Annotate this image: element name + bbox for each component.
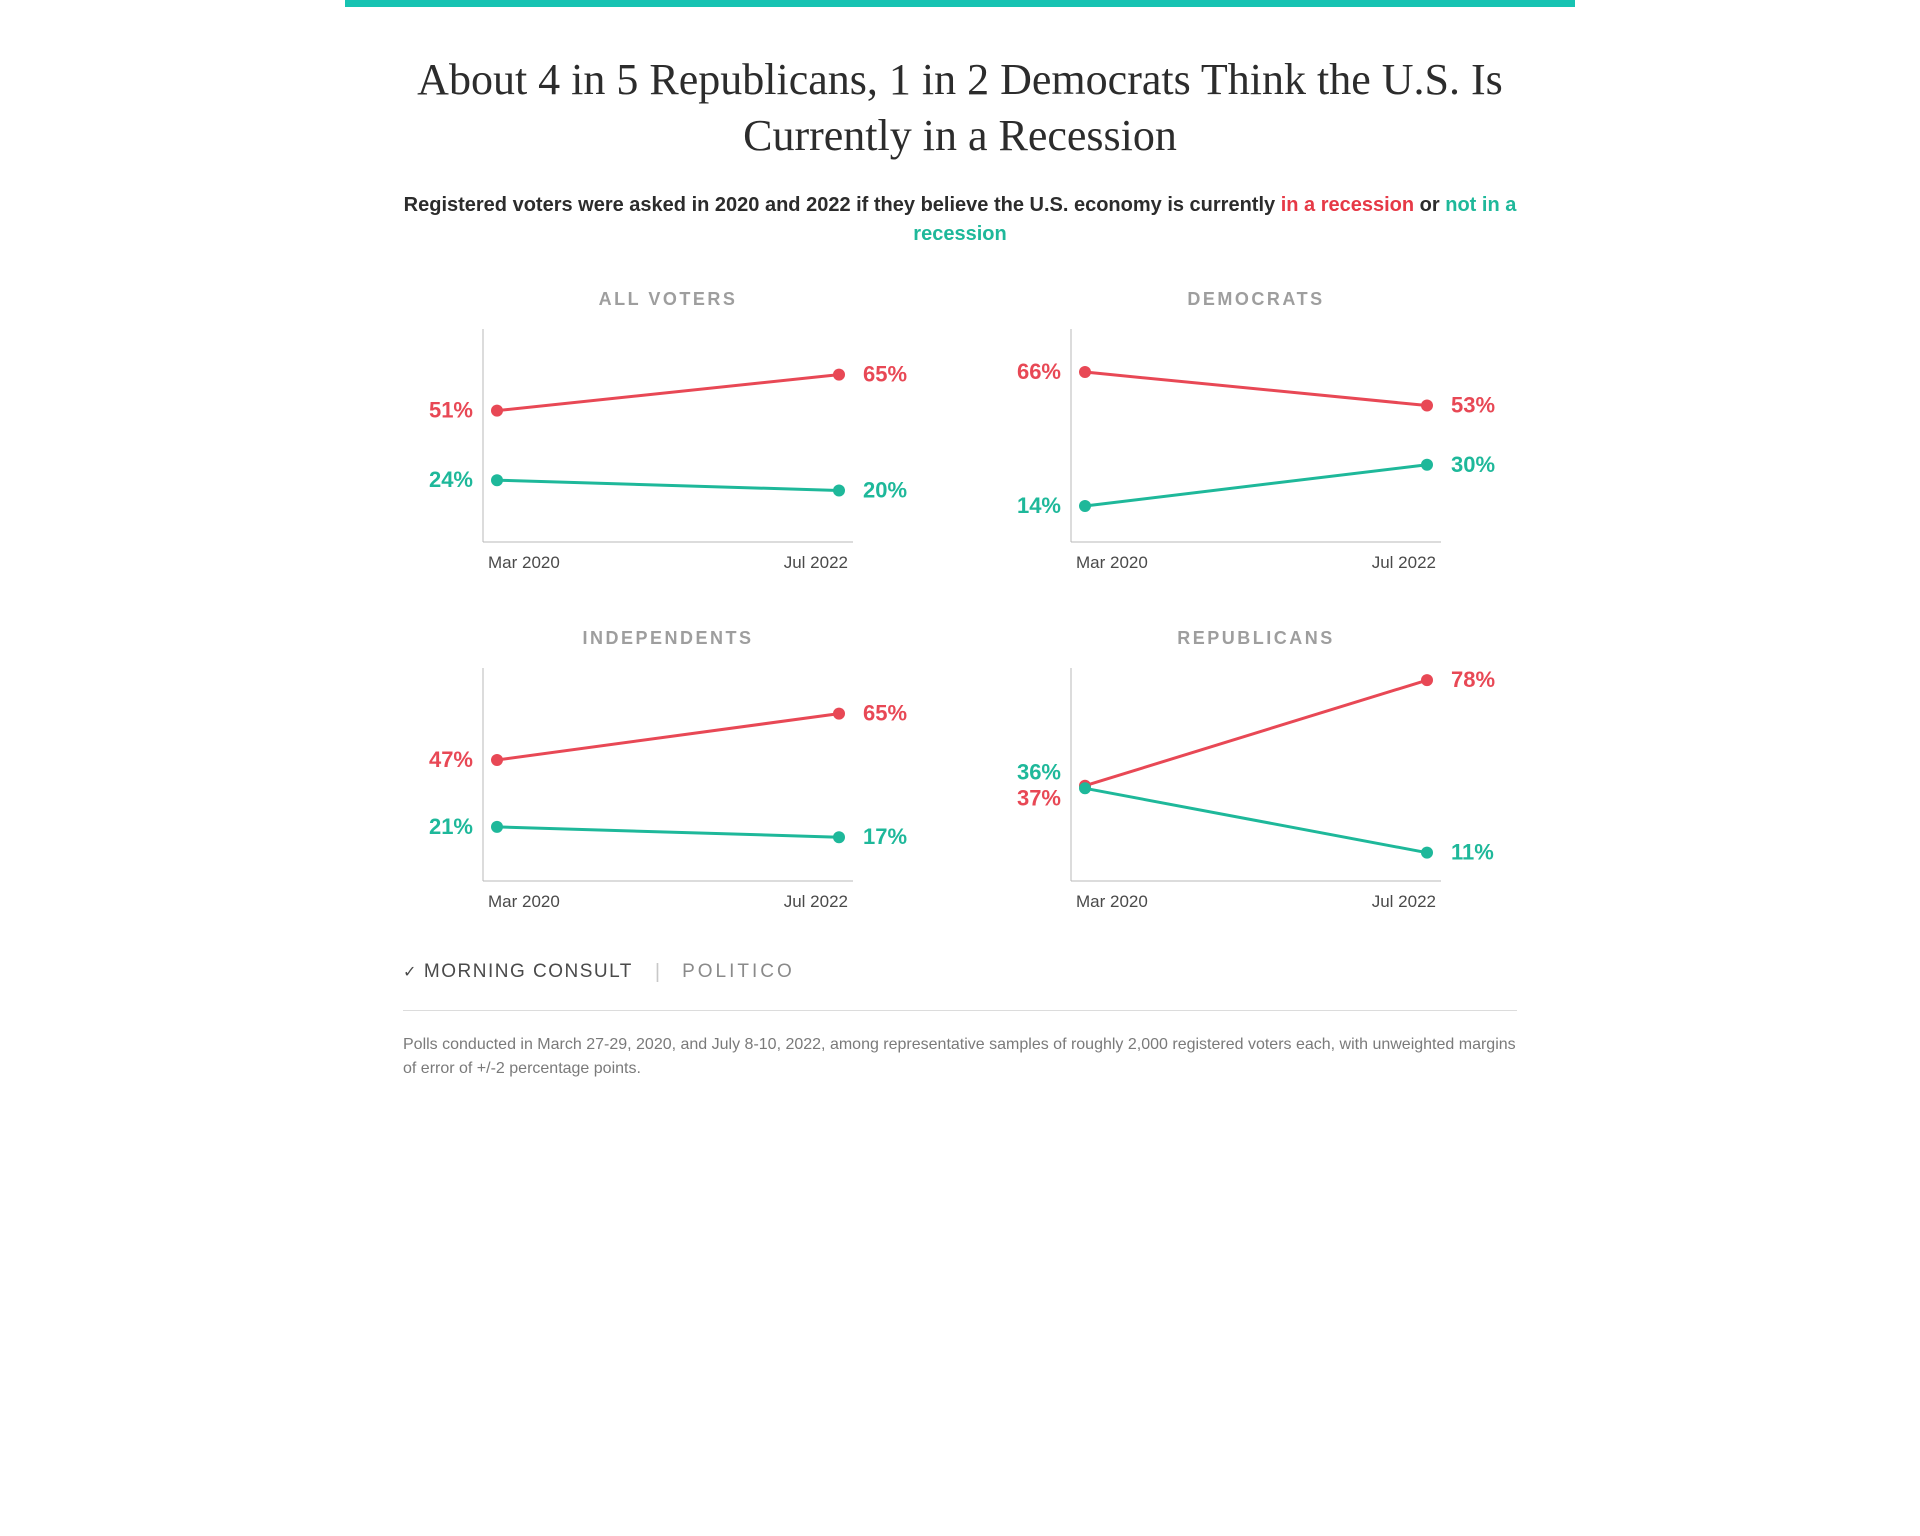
svg-text:17%: 17% [863, 824, 907, 849]
panel-chart: Mar 2020 Jul 2022 78% 11% 36%37% [991, 663, 1521, 923]
svg-text:51%: 51% [429, 397, 473, 422]
panel-chart: Mar 2020 Jul 2022 65% 20% 51% 24% [403, 324, 933, 584]
panel-chart: Mar 2020 Jul 2022 53% 30% 66% 14% [991, 324, 1521, 584]
panel: REPUBLICANS Mar 2020 Jul 2022 78% 11% 36%37% [991, 628, 1521, 923]
footer-note: Polls conducted in March 27-29, 2020, an… [403, 1033, 1517, 1083]
subtitle-pre: Registered voters were asked in 2020 and… [404, 194, 1281, 216]
svg-text:36%: 36% [1017, 759, 1061, 784]
svg-text:Mar 2020: Mar 2020 [488, 553, 560, 572]
svg-text:65%: 65% [863, 700, 907, 725]
subtitle-red: in a recession [1281, 194, 1414, 216]
panel-title: INDEPENDENTS [403, 628, 933, 649]
panel: INDEPENDENTS Mar 2020 Jul 2022 65% 17% 47% 21% [403, 628, 933, 923]
panel-title: REPUBLICANS [991, 628, 1521, 649]
logo-separator: | [655, 961, 660, 984]
panel: DEMOCRATS Mar 2020 Jul 2022 53% 30% 66% 14% [991, 289, 1521, 584]
svg-text:Mar 2020: Mar 2020 [488, 892, 560, 911]
svg-text:65%: 65% [863, 361, 907, 386]
svg-text:78%: 78% [1451, 667, 1495, 692]
svg-text:66%: 66% [1017, 359, 1061, 384]
panel-title: ALL VOTERS [403, 289, 933, 310]
svg-text:21%: 21% [429, 814, 473, 839]
chart-content: About 4 in 5 Republicans, 1 in 2 Democra… [345, 7, 1575, 1122]
svg-text:47%: 47% [429, 747, 473, 772]
panel-chart: Mar 2020 Jul 2022 65% 17% 47% 21% [403, 663, 933, 923]
panel: ALL VOTERS Mar 2020 Jul 2022 65% 20% 51% 24% [403, 289, 933, 584]
svg-text:Jul 2022: Jul 2022 [784, 892, 848, 911]
svg-text:Jul 2022: Jul 2022 [784, 553, 848, 572]
svg-text:Jul 2022: Jul 2022 [1372, 553, 1436, 572]
svg-text:11%: 11% [1451, 839, 1494, 864]
svg-text:Jul 2022: Jul 2022 [1372, 892, 1436, 911]
svg-text:24%: 24% [429, 467, 473, 492]
top-accent-bar [345, 0, 1575, 7]
mc-icon: ✓ [403, 962, 418, 982]
mc-text: MORNING CONSULT [424, 961, 633, 983]
panels-grid: ALL VOTERSMar 2020Jul 202265%20%51%24%DE… [403, 289, 1517, 923]
chart-subtitle: Registered voters were asked in 2020 and… [403, 191, 1517, 249]
chart-title: About 4 in 5 Republicans, 1 in 2 Democra… [403, 52, 1517, 165]
svg-text:53%: 53% [1451, 392, 1495, 417]
svg-text:30%: 30% [1451, 451, 1495, 476]
subtitle-mid: or [1414, 194, 1445, 216]
logo-row: ✓ MORNING CONSULT | POLITICO [403, 961, 1517, 984]
footer-divider [403, 1010, 1517, 1011]
chart-card: About 4 in 5 Republicans, 1 in 2 Democra… [345, 0, 1575, 1122]
svg-text:Mar 2020: Mar 2020 [1076, 892, 1148, 911]
morning-consult-logo: ✓ MORNING CONSULT [403, 961, 633, 983]
politico-logo: POLITICO [682, 961, 795, 983]
svg-text:20%: 20% [863, 477, 907, 502]
svg-text:14%: 14% [1017, 493, 1061, 518]
svg-text:37%: 37% [1017, 785, 1061, 810]
svg-text:Mar 2020: Mar 2020 [1076, 553, 1148, 572]
panel-title: DEMOCRATS [991, 289, 1521, 310]
